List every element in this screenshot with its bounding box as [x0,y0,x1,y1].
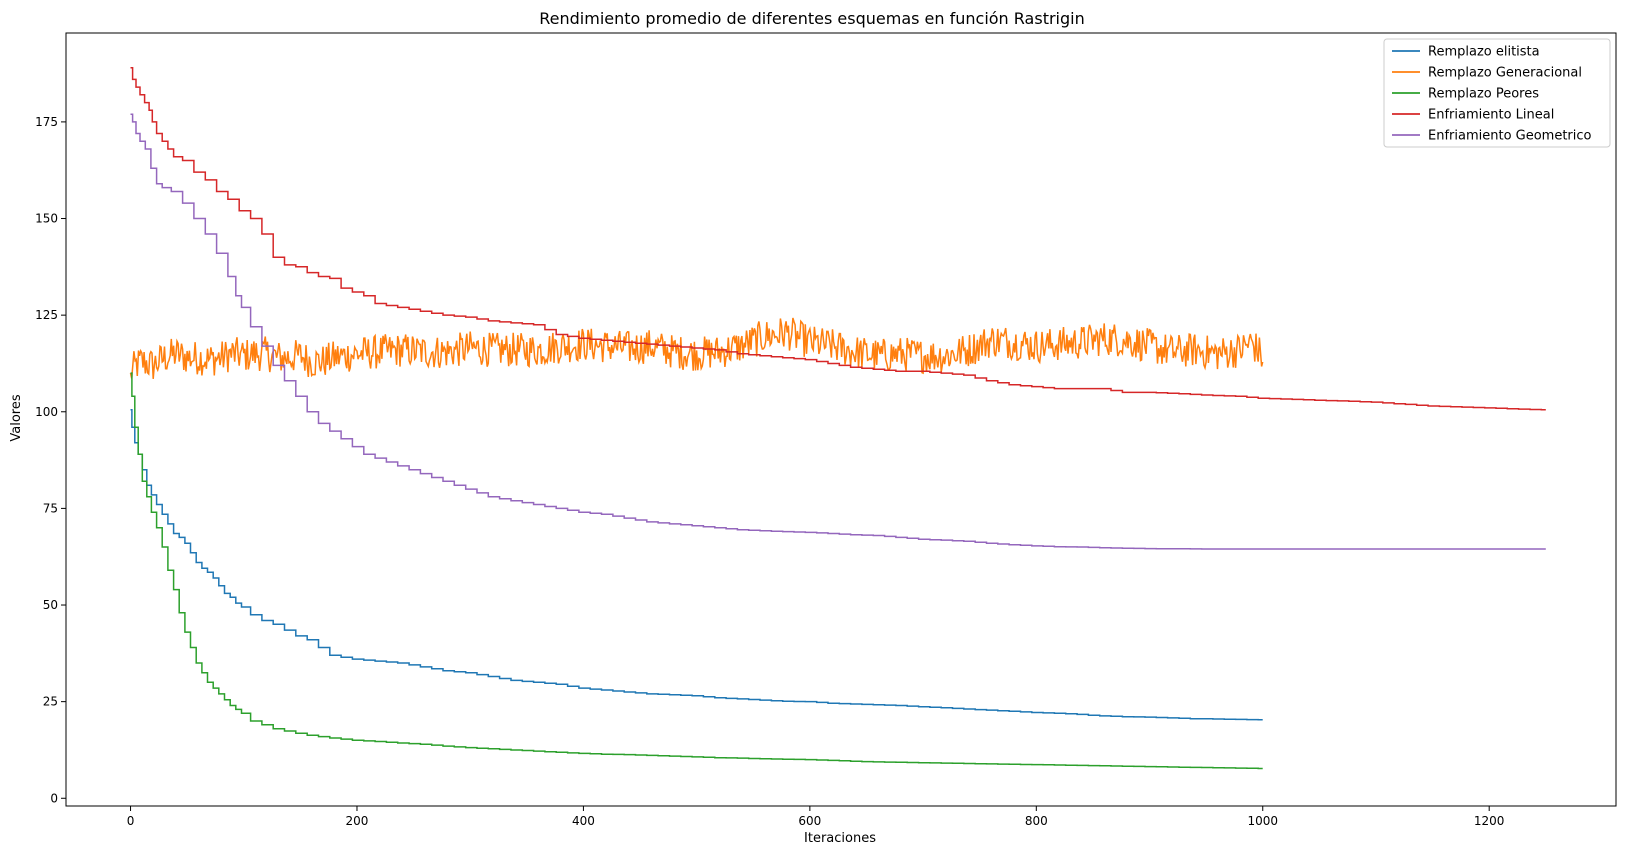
y-tick-label: 100 [35,405,58,419]
series-line-2 [129,317,1264,379]
x-tick-label: 1200 [1474,814,1505,828]
x-tick-label: 400 [572,814,595,828]
y-tick-label: 50 [43,598,58,612]
axes-frame [65,32,1617,807]
legend-label: Remplazo elitista [1428,45,1540,60]
x-axis: 0 200 400 600 800 1000 1200 [127,806,1505,828]
legend: Remplazo elitista Remplazo Generacional Re… [1383,38,1611,148]
legend-label: Enfriamiento Geometrico [1428,129,1592,144]
x-tick-label: 0 [127,814,135,828]
x-tick-label: 600 [798,814,821,828]
y-tick-label: 150 [35,212,58,226]
series-line-5 [130,113,1546,550]
legend-label: Remplazo Generacional [1428,66,1582,81]
y-tick-label: 25 [43,695,58,709]
x-tick-label: 800 [1025,814,1048,828]
plot-area [129,67,1546,770]
y-axis: 0 25 50 75 100 125 150 175 [35,115,66,805]
legend-box [1383,38,1611,148]
x-axis-label: Iteraciones [804,831,876,846]
x-tick-label: 1000 [1247,814,1278,828]
y-tick-label: 0 [50,791,58,805]
x-tick-label: 200 [346,814,369,828]
y-tick-label: 175 [35,115,58,129]
y-tick-label: 125 [35,308,58,322]
y-tick-label: 75 [43,501,58,515]
series-line-4 [130,67,1546,411]
series-line-3 [130,372,1263,770]
legend-label: Remplazo Peores [1428,87,1539,102]
chart-title: Rendimiento promedio de diferentes esque… [539,9,1084,28]
y-axis-label: Valores [9,394,24,441]
legend-label: Enfriamiento Lineal [1428,108,1554,123]
series-line-1 [130,409,1263,721]
